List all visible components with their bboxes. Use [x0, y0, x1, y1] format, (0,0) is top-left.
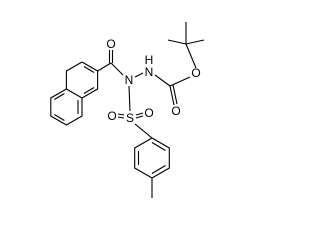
atom-label: N	[145, 65, 154, 79]
atom-label: S	[126, 111, 134, 125]
atom-label: H	[145, 53, 154, 67]
structure-diagram: O N N H O O S O O	[50, 22, 205, 198]
bonds	[50, 22, 205, 198]
atom-label: O	[171, 104, 180, 118]
atom-label: O	[106, 37, 115, 51]
atom-label: N	[125, 73, 134, 87]
atom-label: O	[107, 109, 116, 123]
atom-label: O	[191, 66, 200, 80]
atom-label: O	[144, 106, 153, 120]
